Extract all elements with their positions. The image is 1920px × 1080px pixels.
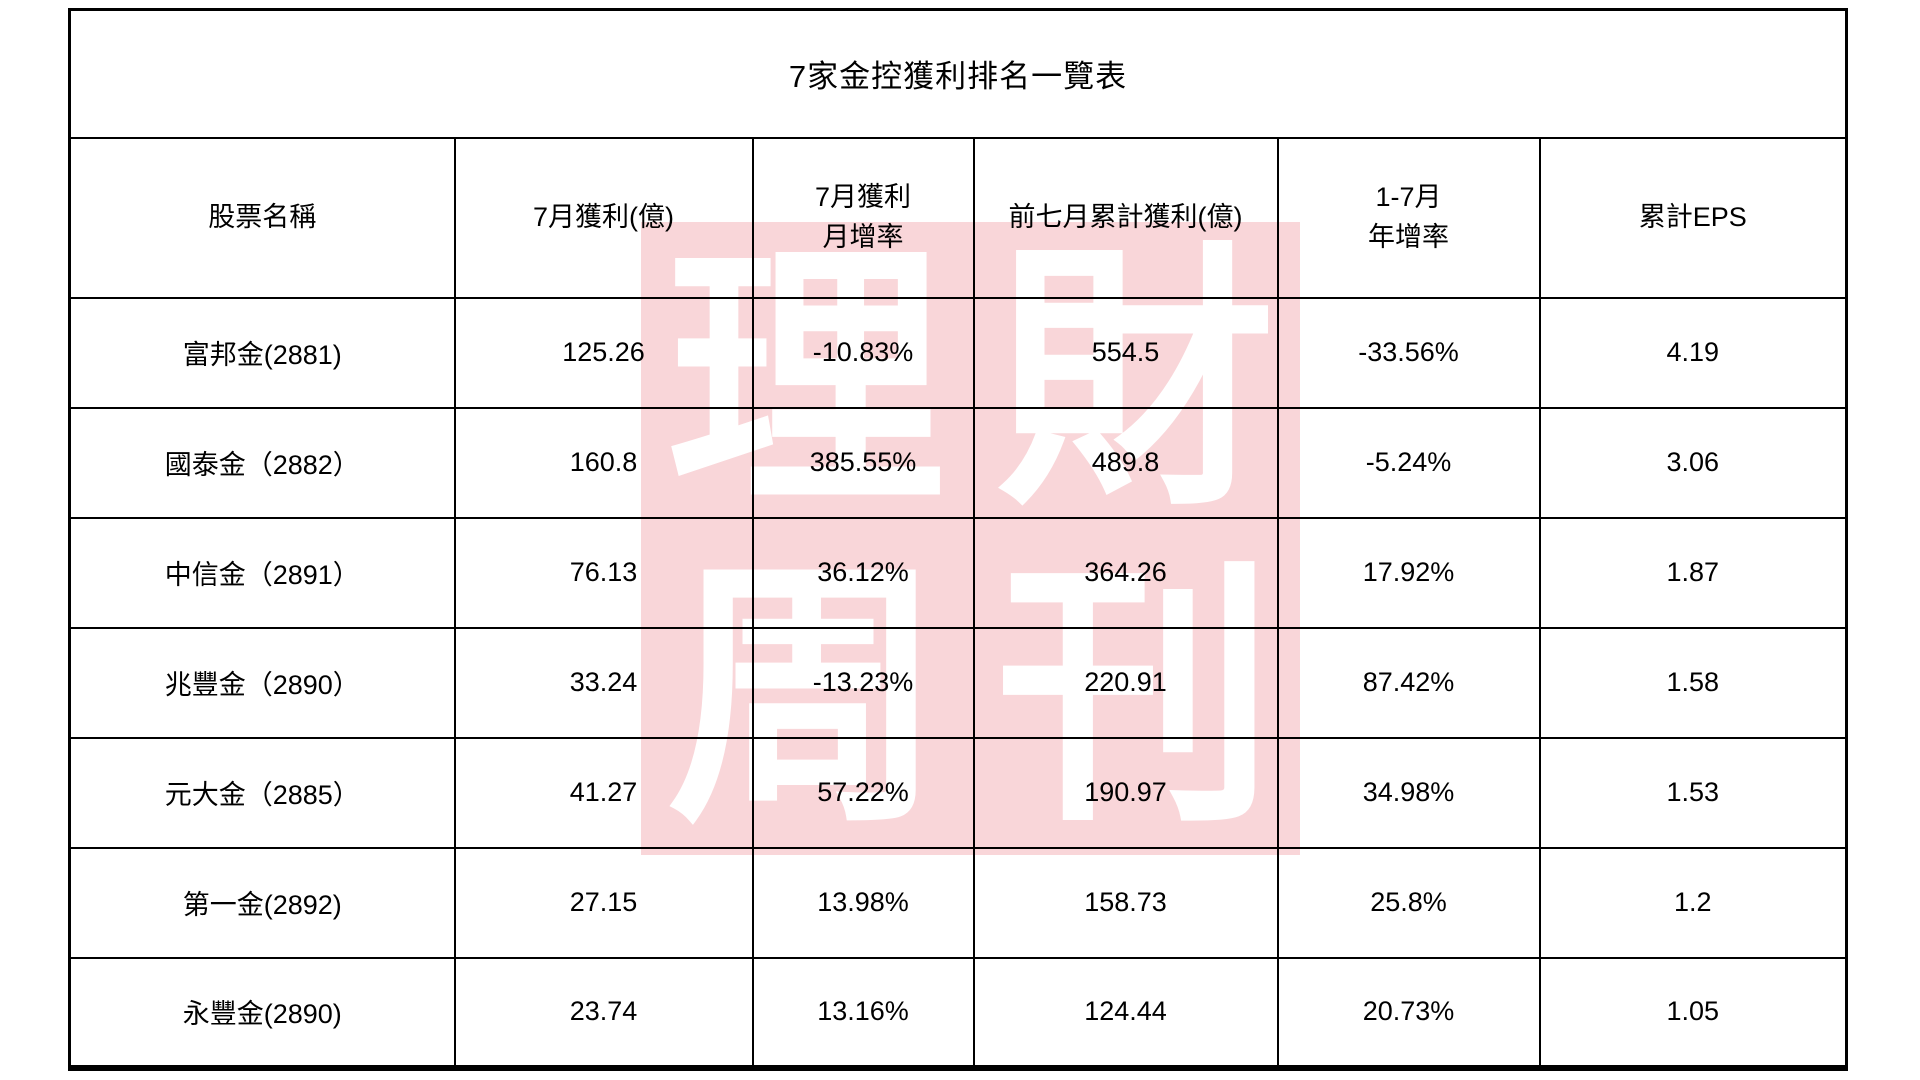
cell-july-profit: 125.26: [453, 296, 754, 409]
cell-mom-growth: 13.98%: [751, 846, 975, 959]
cell-eps: 1.87: [1538, 516, 1848, 629]
table-row: 中信金（2891） 76.13 36.12% 364.26 17.92% 1.8…: [68, 516, 1848, 629]
cell-stock-name: 第一金(2892): [68, 846, 456, 959]
cell-stock-name: 國泰金（2882）: [68, 406, 456, 519]
cell-yoy-growth: 17.92%: [1276, 516, 1541, 629]
cell-cumulative-profit: 364.26: [972, 516, 1279, 629]
table-row: 第一金(2892) 27.15 13.98% 158.73 25.8% 1.2: [68, 846, 1848, 959]
table-title: 7家金控獲利排名一覽表: [68, 8, 1848, 139]
cell-mom-growth: -10.83%: [751, 296, 975, 409]
cell-eps: 1.53: [1538, 736, 1848, 849]
cell-eps: 3.06: [1538, 406, 1848, 519]
cell-cumulative-profit: 489.8: [972, 406, 1279, 519]
column-header-mom-growth: 7月獲利 月增率: [751, 136, 975, 299]
cell-eps: 1.05: [1538, 956, 1848, 1069]
cell-cumulative-profit: 124.44: [972, 956, 1279, 1069]
cell-cumulative-profit: 158.73: [972, 846, 1279, 959]
column-header-july-profit: 7月獲利(億): [453, 136, 754, 299]
cell-cumulative-profit: 554.5: [972, 296, 1279, 409]
cell-stock-name: 中信金（2891）: [68, 516, 456, 629]
cell-mom-growth: 57.22%: [751, 736, 975, 849]
cell-july-profit: 27.15: [453, 846, 754, 959]
cell-mom-growth: 36.12%: [751, 516, 975, 629]
profit-ranking-table: 7家金控獲利排名一覽表 股票名稱 7月獲利(億) 7月獲利 月增率 前七月累計獲…: [68, 8, 1848, 1071]
cell-mom-growth: -13.23%: [751, 626, 975, 739]
cell-july-profit: 41.27: [453, 736, 754, 849]
cell-eps: 1.58: [1538, 626, 1848, 739]
cell-july-profit: 76.13: [453, 516, 754, 629]
cell-mom-growth: 13.16%: [751, 956, 975, 1069]
column-header-yoy-growth: 1-7月 年增率: [1276, 136, 1541, 299]
cell-july-profit: 33.24: [453, 626, 754, 739]
cell-eps: 1.2: [1538, 846, 1848, 959]
cell-stock-name: 永豐金(2890): [68, 956, 456, 1069]
column-header-stock-name: 股票名稱: [68, 136, 456, 299]
cell-yoy-growth: 34.98%: [1276, 736, 1541, 849]
table-row: 元大金（2885） 41.27 57.22% 190.97 34.98% 1.5…: [68, 736, 1848, 849]
cell-july-profit: 160.8: [453, 406, 754, 519]
cell-cumulative-profit: 190.97: [972, 736, 1279, 849]
table-row: 富邦金(2881) 125.26 -10.83% 554.5 -33.56% 4…: [68, 296, 1848, 409]
cell-yoy-growth: -5.24%: [1276, 406, 1541, 519]
cell-july-profit: 23.74: [453, 956, 754, 1069]
cell-yoy-growth: 20.73%: [1276, 956, 1541, 1069]
title-row: 7家金控獲利排名一覽表: [68, 8, 1848, 139]
cell-stock-name: 兆豐金（2890）: [68, 626, 456, 739]
cell-yoy-growth: -33.56%: [1276, 296, 1541, 409]
table-row: 國泰金（2882） 160.8 385.55% 489.8 -5.24% 3.0…: [68, 406, 1848, 519]
cell-stock-name: 元大金（2885）: [68, 736, 456, 849]
cell-yoy-growth: 87.42%: [1276, 626, 1541, 739]
cell-cumulative-profit: 220.91: [972, 626, 1279, 739]
column-header-cumulative-profit: 前七月累計獲利(億): [972, 136, 1279, 299]
cell-stock-name: 富邦金(2881): [68, 296, 456, 409]
table-row: 兆豐金（2890） 33.24 -13.23% 220.91 87.42% 1.…: [68, 626, 1848, 739]
table-row: 永豐金(2890) 23.74 13.16% 124.44 20.73% 1.0…: [68, 956, 1848, 1069]
cell-eps: 4.19: [1538, 296, 1848, 409]
cell-yoy-growth: 25.8%: [1276, 846, 1541, 959]
header-row: 股票名稱 7月獲利(億) 7月獲利 月增率 前七月累計獲利(億) 1-7月 年增…: [68, 136, 1848, 299]
column-header-eps: 累計EPS: [1538, 136, 1848, 299]
cell-mom-growth: 385.55%: [751, 406, 975, 519]
